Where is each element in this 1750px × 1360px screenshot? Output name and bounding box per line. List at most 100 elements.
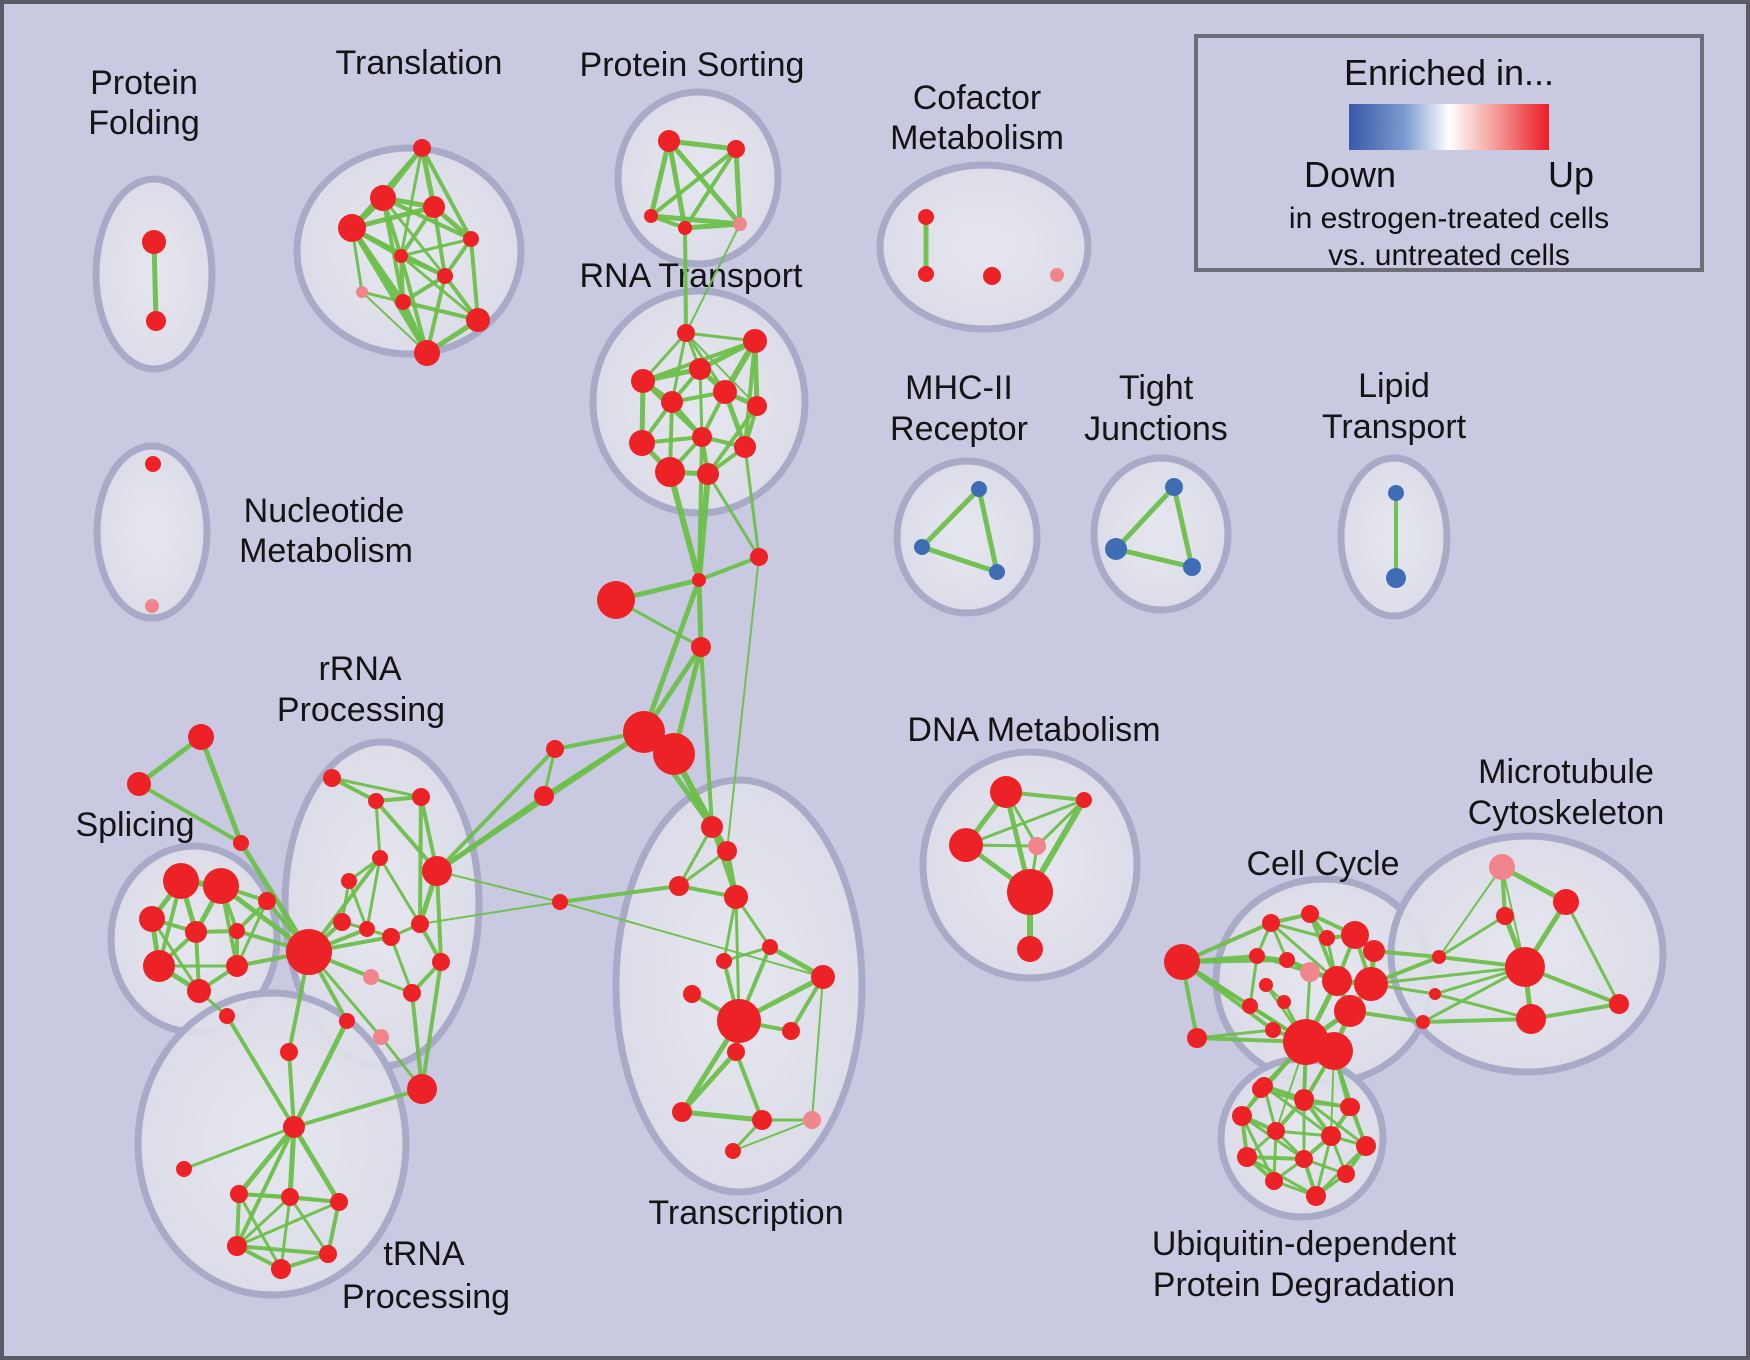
node-tn3[interactable]	[281, 1188, 299, 1206]
node-dn5[interactable]	[1007, 869, 1053, 915]
node-tr2[interactable]	[370, 185, 396, 211]
node-sp1[interactable]	[163, 863, 199, 899]
node-cc15[interactable]	[1265, 1022, 1281, 1038]
node-rr15[interactable]	[339, 1013, 355, 1029]
node-cc3[interactable]	[1319, 930, 1335, 946]
node-mh1[interactable]	[971, 481, 987, 497]
node-tr4[interactable]	[338, 214, 366, 242]
node-tr7[interactable]	[437, 268, 453, 284]
node-rr6[interactable]	[422, 856, 452, 886]
node-tc3[interactable]	[669, 876, 689, 896]
node-tc5[interactable]	[716, 953, 732, 969]
node-st2[interactable]	[127, 772, 151, 796]
node-cf4[interactable]	[1050, 268, 1064, 282]
node-jc7[interactable]	[546, 740, 564, 758]
node-cc10[interactable]	[1259, 978, 1273, 992]
node-ps4[interactable]	[678, 221, 692, 235]
node-tc11[interactable]	[727, 1043, 745, 1061]
node-sp4[interactable]	[185, 921, 207, 943]
node-tr8[interactable]	[356, 286, 368, 298]
node-rt4[interactable]	[631, 369, 655, 393]
node-rr5[interactable]	[341, 873, 357, 889]
node-ub10[interactable]	[1265, 1172, 1283, 1190]
node-tj3[interactable]	[1183, 558, 1201, 576]
node-ps2[interactable]	[727, 140, 745, 158]
node-mt1[interactable]	[1489, 854, 1515, 880]
node-rr16[interactable]	[407, 1074, 437, 1104]
node-rr17[interactable]	[373, 1029, 389, 1045]
node-sp9[interactable]	[258, 892, 276, 910]
node-rr3[interactable]	[412, 788, 430, 806]
node-cf3[interactable]	[983, 267, 1001, 285]
node-tr6[interactable]	[394, 249, 408, 263]
node-ub2[interactable]	[1294, 1089, 1314, 1109]
node-rt10[interactable]	[734, 436, 756, 458]
node-rt11[interactable]	[655, 457, 685, 487]
node-tc13[interactable]	[752, 1110, 772, 1130]
node-tc8[interactable]	[683, 985, 701, 1003]
node-rt9[interactable]	[629, 430, 655, 456]
node-cc14[interactable]	[1334, 995, 1366, 1027]
node-ub4[interactable]	[1342, 1098, 1360, 1116]
node-rr12[interactable]	[432, 953, 450, 971]
node-tn7[interactable]	[271, 1259, 291, 1279]
node-jc2[interactable]	[692, 573, 706, 587]
node-ps5[interactable]	[733, 217, 747, 231]
node-mh3[interactable]	[989, 564, 1005, 580]
node-ub6[interactable]	[1321, 1126, 1341, 1146]
node-ub9[interactable]	[1356, 1136, 1376, 1156]
node-tc9[interactable]	[717, 999, 761, 1043]
node-st3[interactable]	[233, 835, 249, 851]
node-dn4[interactable]	[1028, 837, 1046, 855]
node-rr11[interactable]	[286, 929, 332, 975]
node-rr4[interactable]	[372, 850, 388, 866]
node-cc11[interactable]	[1277, 995, 1291, 1009]
node-sp2[interactable]	[203, 868, 239, 904]
node-jc4[interactable]	[691, 637, 711, 657]
node-tr9[interactable]	[395, 294, 411, 310]
node-cc2[interactable]	[1301, 905, 1319, 923]
node-mc2[interactable]	[1429, 988, 1441, 1000]
node-cf2[interactable]	[918, 266, 934, 282]
node-tc10[interactable]	[782, 1022, 800, 1040]
node-rr14[interactable]	[403, 984, 421, 1002]
node-ps1[interactable]	[658, 130, 680, 152]
node-mc1[interactable]	[1432, 950, 1446, 964]
node-cc0[interactable]	[1164, 944, 1200, 980]
node-rt6[interactable]	[661, 391, 683, 413]
node-rr1[interactable]	[323, 769, 341, 787]
node-rr9[interactable]	[382, 928, 400, 946]
node-rt3[interactable]	[689, 358, 711, 380]
node-tn0[interactable]	[283, 1116, 305, 1138]
node-cc1[interactable]	[1262, 914, 1280, 932]
node-cc6[interactable]	[1249, 948, 1265, 964]
node-tc2[interactable]	[717, 841, 737, 861]
node-cc13[interactable]	[1354, 967, 1388, 1001]
node-rr18[interactable]	[280, 1043, 298, 1061]
node-tc6[interactable]	[762, 939, 778, 955]
node-sp8[interactable]	[226, 955, 248, 977]
node-tj2[interactable]	[1105, 538, 1127, 560]
node-ub11[interactable]	[1337, 1165, 1355, 1183]
node-cf1[interactable]	[918, 209, 934, 225]
node-ub7[interactable]	[1237, 1147, 1257, 1167]
node-jc6[interactable]	[653, 733, 695, 775]
node-sp7[interactable]	[187, 979, 211, 1003]
node-nm2[interactable]	[145, 599, 159, 613]
node-tr5[interactable]	[463, 231, 479, 247]
node-ub5[interactable]	[1267, 1122, 1285, 1140]
node-ps3[interactable]	[644, 209, 658, 223]
node-tn5[interactable]	[227, 1236, 247, 1256]
node-tc4[interactable]	[724, 885, 748, 909]
node-mt5[interactable]	[1516, 1004, 1546, 1034]
node-tc1[interactable]	[701, 816, 723, 838]
node-rt1[interactable]	[677, 324, 695, 342]
node-rr2[interactable]	[368, 793, 384, 809]
node-tn1[interactable]	[176, 1161, 192, 1177]
node-jc5[interactable]	[623, 711, 665, 753]
node-st1[interactable]	[188, 724, 214, 750]
node-dn1[interactable]	[990, 776, 1022, 808]
node-tr11[interactable]	[414, 340, 440, 366]
node-jc1[interactable]	[597, 581, 635, 619]
